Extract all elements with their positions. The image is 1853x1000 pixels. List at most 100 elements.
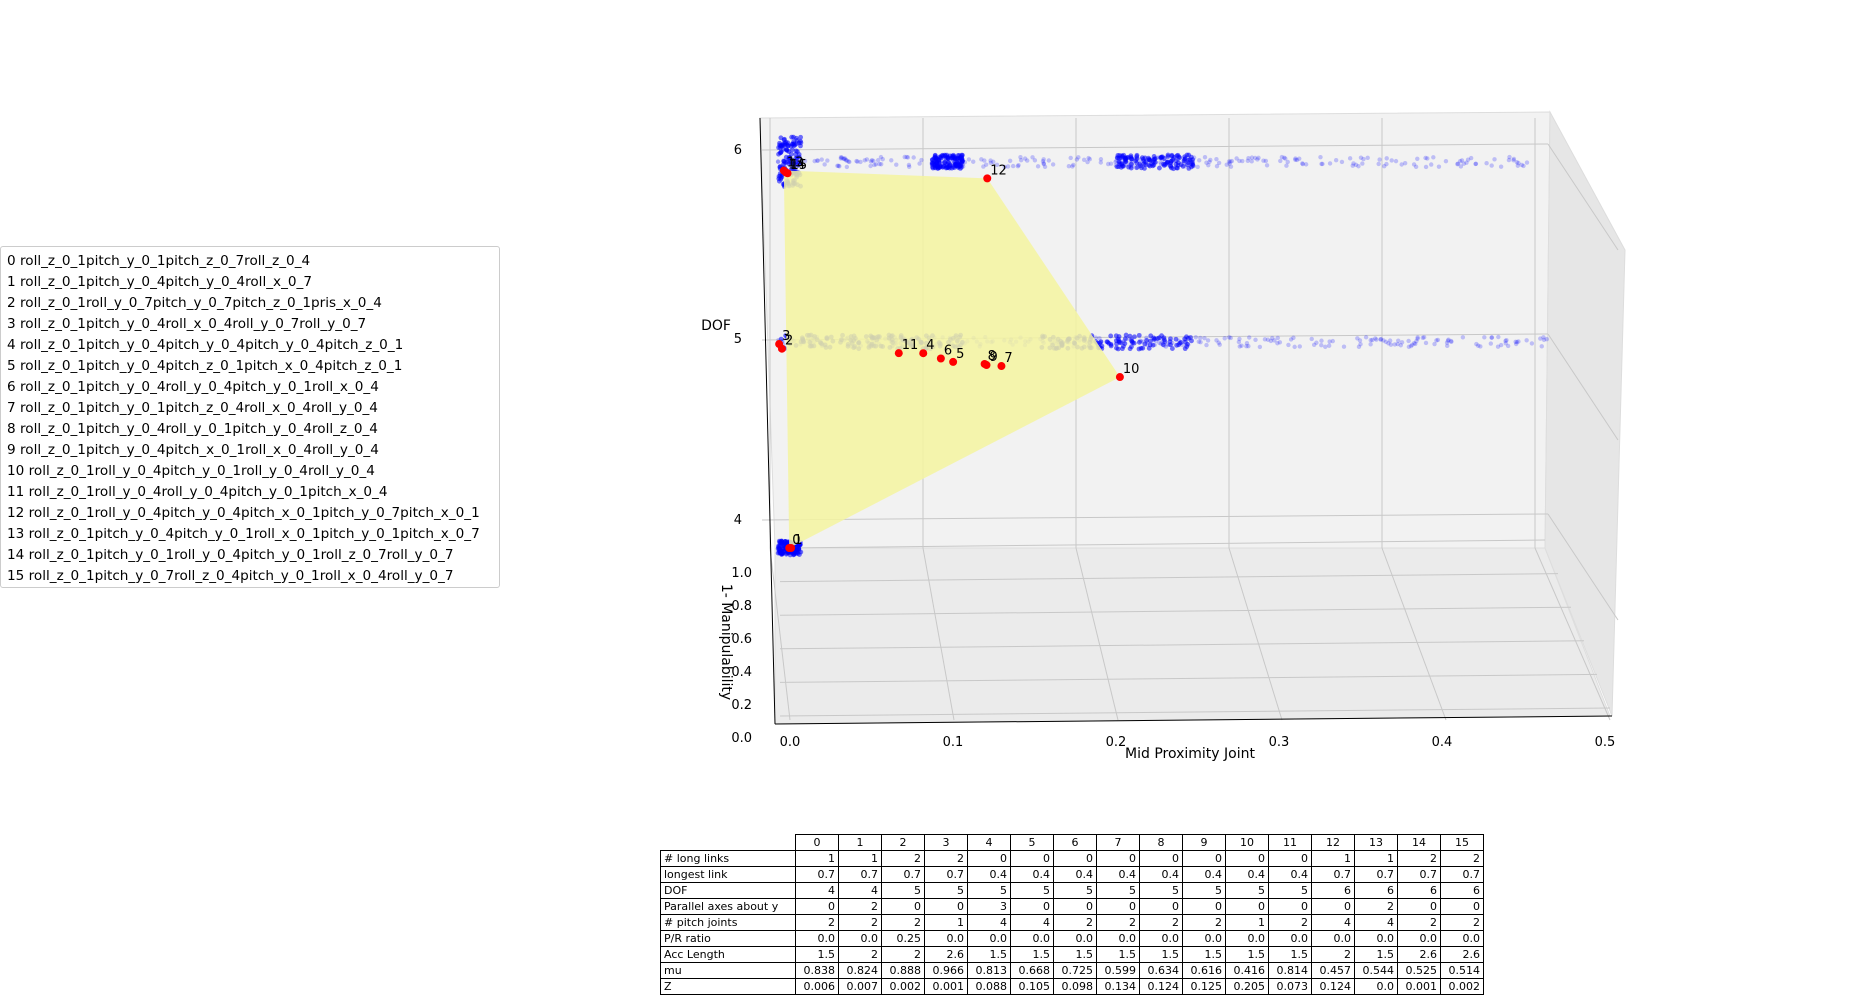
background-point bbox=[1514, 159, 1520, 165]
table-cell: 0 bbox=[1096, 898, 1140, 915]
table-column-header: 14 bbox=[1397, 834, 1441, 851]
table-cell: 0.0 bbox=[1311, 930, 1355, 947]
background-point bbox=[1182, 339, 1188, 345]
pareto-point-label: 12 bbox=[990, 163, 1007, 178]
legend-entry: 10 roll_z_0_1roll_y_0_4pitch_y_0_1roll_y… bbox=[7, 463, 375, 479]
background-point bbox=[1173, 336, 1179, 342]
table-cell: 0.0 bbox=[967, 930, 1011, 947]
background-point bbox=[991, 159, 996, 165]
background-point bbox=[1236, 339, 1242, 345]
background-point bbox=[1323, 344, 1328, 350]
table-row-header: Z bbox=[660, 978, 796, 995]
background-point bbox=[1035, 164, 1041, 169]
background-point bbox=[994, 162, 1000, 168]
background-point bbox=[1216, 160, 1222, 166]
background-point bbox=[1484, 160, 1489, 166]
table-cell: 5 bbox=[1096, 882, 1140, 899]
background-point bbox=[1373, 336, 1378, 341]
background-point bbox=[858, 159, 863, 165]
background-point bbox=[1541, 335, 1546, 340]
table-cell: 5 bbox=[924, 882, 968, 899]
background-point bbox=[1115, 153, 1121, 158]
background-point bbox=[1229, 158, 1235, 164]
background-point bbox=[1237, 158, 1242, 164]
table-cell: 0.001 bbox=[924, 978, 968, 995]
pareto-point-label: 11 bbox=[902, 338, 919, 353]
background-point bbox=[1208, 157, 1213, 163]
table-cell: 6 bbox=[1354, 882, 1398, 899]
background-point bbox=[1503, 338, 1508, 344]
background-point bbox=[793, 135, 799, 141]
background-point bbox=[796, 152, 802, 157]
stats-table: 0 1 2 3 4 5 6 7 8 9 10 11 12 13 14 15 # long links 1 1 2 2 0 0… bbox=[660, 834, 1484, 995]
table-cell: 0.7 bbox=[795, 866, 839, 883]
table-column-header: 1 bbox=[838, 834, 882, 851]
background-point bbox=[1361, 156, 1366, 162]
legend-entry: 14 roll_z_0_1pitch_y_0_1roll_y_0_4pitch_… bbox=[7, 547, 454, 563]
background-point bbox=[933, 155, 939, 161]
background-point bbox=[1506, 157, 1512, 163]
background-point bbox=[822, 162, 827, 167]
background-point bbox=[1123, 159, 1129, 165]
table-cell: 0.0 bbox=[924, 930, 968, 947]
background-point bbox=[1070, 164, 1075, 169]
background-point bbox=[815, 158, 820, 163]
background-point bbox=[1202, 155, 1208, 160]
background-point bbox=[1262, 337, 1268, 342]
table-cell: 4 bbox=[1311, 914, 1355, 931]
background-point bbox=[781, 161, 786, 167]
table-cell: 2 bbox=[838, 898, 882, 915]
background-point bbox=[940, 164, 946, 170]
table-cell: 2 bbox=[1440, 914, 1484, 931]
background-point bbox=[1378, 336, 1384, 342]
background-point bbox=[1431, 155, 1436, 160]
table-cell: 0 bbox=[1182, 850, 1226, 867]
background-point bbox=[847, 159, 852, 165]
table-cell: 4 bbox=[967, 914, 1011, 931]
table-cell: 0 bbox=[1397, 898, 1441, 915]
background-point bbox=[1272, 338, 1277, 343]
background-point bbox=[1168, 164, 1173, 169]
table-cell: 1.5 bbox=[1010, 946, 1054, 963]
background-point bbox=[1425, 156, 1430, 161]
background-point bbox=[1108, 161, 1114, 166]
background-point bbox=[982, 158, 987, 163]
table-cell: 0.088 bbox=[967, 978, 1011, 995]
background-point bbox=[1165, 154, 1171, 159]
background-point bbox=[1136, 332, 1142, 338]
background-point bbox=[1041, 157, 1046, 162]
background-point bbox=[1498, 164, 1504, 169]
background-point bbox=[1399, 340, 1405, 345]
pareto-point bbox=[919, 349, 928, 358]
table-column-header: 8 bbox=[1139, 834, 1183, 851]
background-point bbox=[1185, 157, 1191, 163]
background-point bbox=[1293, 157, 1298, 163]
table-cell: 1.5 bbox=[1354, 946, 1398, 963]
background-point bbox=[1066, 164, 1072, 169]
table-cell: 0.0 bbox=[1354, 978, 1398, 995]
background-point bbox=[1511, 156, 1517, 162]
background-point bbox=[1524, 160, 1530, 165]
background-point bbox=[1010, 163, 1016, 169]
background-point bbox=[934, 159, 939, 165]
table-cell: 0.002 bbox=[881, 978, 925, 995]
background-point bbox=[1015, 164, 1021, 169]
table-cell: 2 bbox=[838, 914, 882, 931]
background-point bbox=[1327, 161, 1333, 166]
table-cell: 0.25 bbox=[881, 930, 925, 947]
background-point bbox=[1435, 337, 1441, 343]
table-cell: 0 bbox=[1096, 850, 1140, 867]
table-cell: 0.7 bbox=[838, 866, 882, 883]
background-point bbox=[1255, 157, 1260, 162]
table-cell: 0.002 bbox=[1440, 978, 1484, 995]
background-point bbox=[775, 159, 781, 164]
background-point bbox=[855, 159, 860, 164]
table-cell: 0 bbox=[1053, 850, 1097, 867]
table-corner bbox=[661, 835, 796, 851]
table-column-header: 3 bbox=[924, 834, 968, 851]
legend-entry: 11 roll_z_0_1roll_y_0_4roll_y_0_4pitch_y… bbox=[7, 484, 388, 500]
background-point bbox=[1473, 161, 1479, 166]
background-point bbox=[1382, 163, 1387, 169]
table-cell: 0.0 bbox=[1225, 930, 1269, 947]
